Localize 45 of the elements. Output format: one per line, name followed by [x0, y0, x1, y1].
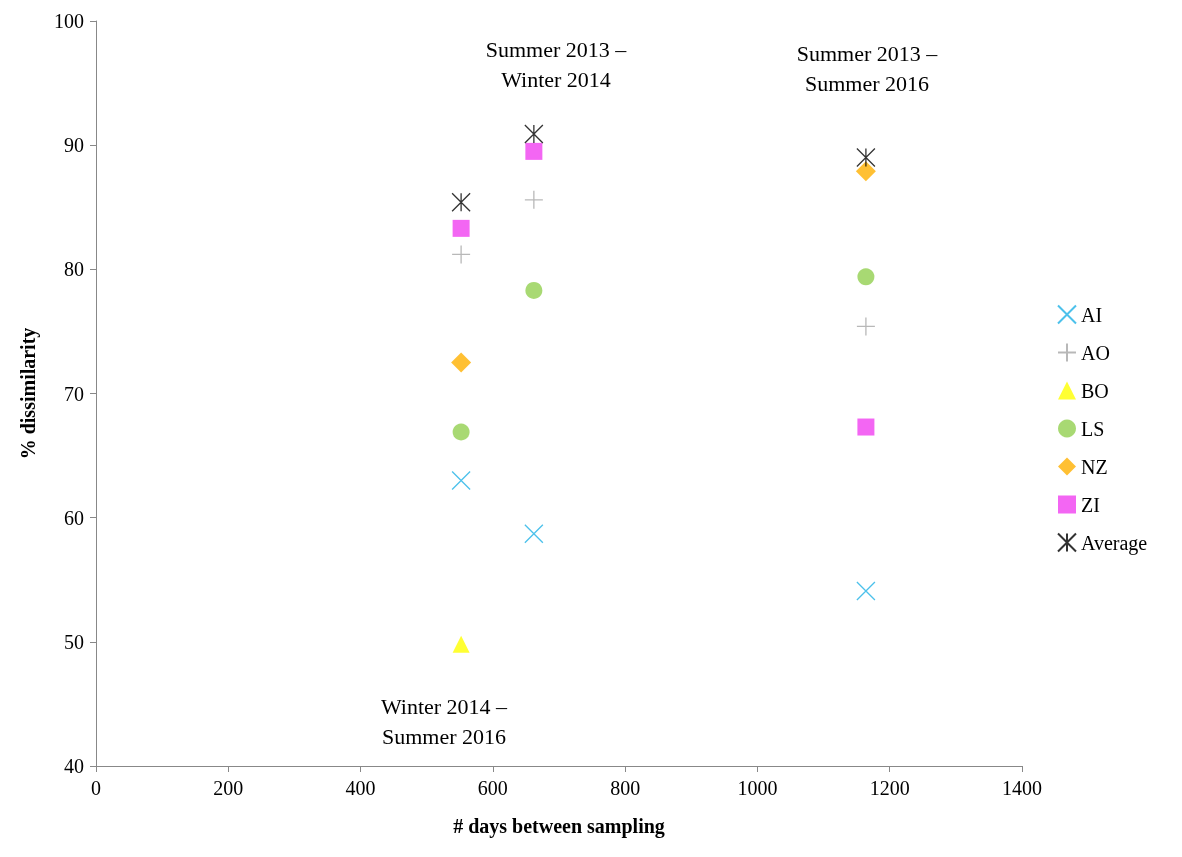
point: [525, 142, 543, 160]
legend-label: NZ: [1081, 455, 1108, 478]
point: [856, 316, 876, 337]
annotation: Winter 2014 – Summer 2016: [380, 693, 509, 749]
y-tick-label: 100: [54, 10, 84, 32]
point: [524, 190, 544, 210]
annotation: Summer 2013 – Winter 2014: [485, 36, 628, 92]
point: [451, 192, 471, 212]
y-axis-title: % dissimilarity: [17, 327, 40, 460]
point: [451, 470, 471, 491]
x-tick-label: 400: [345, 777, 376, 799]
legend-label: AI: [1081, 303, 1103, 326]
legend-label: AO: [1081, 341, 1110, 364]
y-tick-label: 50: [64, 630, 84, 653]
point: [524, 524, 544, 544]
legend-label: Average: [1081, 531, 1148, 555]
point: [856, 581, 876, 601]
legend-label: LS: [1081, 417, 1105, 440]
x-tick-label: 1400: [1002, 777, 1042, 799]
y-tick-label: 80: [64, 258, 84, 281]
legend-label: BO: [1081, 379, 1109, 402]
x-tick-label: 200: [213, 777, 244, 799]
x-tick-label: 1000: [737, 777, 778, 799]
x-tick-label: 800: [610, 777, 641, 799]
point: [451, 352, 472, 373]
point: [452, 219, 470, 237]
point: [452, 635, 470, 653]
legend-label: ZI: [1081, 493, 1100, 516]
point: [452, 423, 470, 441]
y-tick-label: 40: [64, 755, 84, 777]
x-tick-label: 0: [91, 777, 101, 799]
point: [857, 418, 875, 436]
point: [855, 161, 876, 182]
x-axis-title: # days between sampling: [453, 815, 665, 838]
y-tick-label: 60: [64, 506, 84, 529]
y-tick-label: 70: [64, 382, 84, 405]
point: [524, 124, 544, 144]
x-tick-label: 1200: [869, 777, 910, 799]
point: [856, 147, 876, 168]
point: [857, 268, 875, 286]
x-tick-label: 600: [477, 777, 508, 799]
point: [451, 244, 471, 265]
point: [525, 281, 543, 299]
y-tick-label: 90: [64, 134, 84, 157]
annotation: Summer 2013 – Summer 2016: [796, 40, 939, 96]
